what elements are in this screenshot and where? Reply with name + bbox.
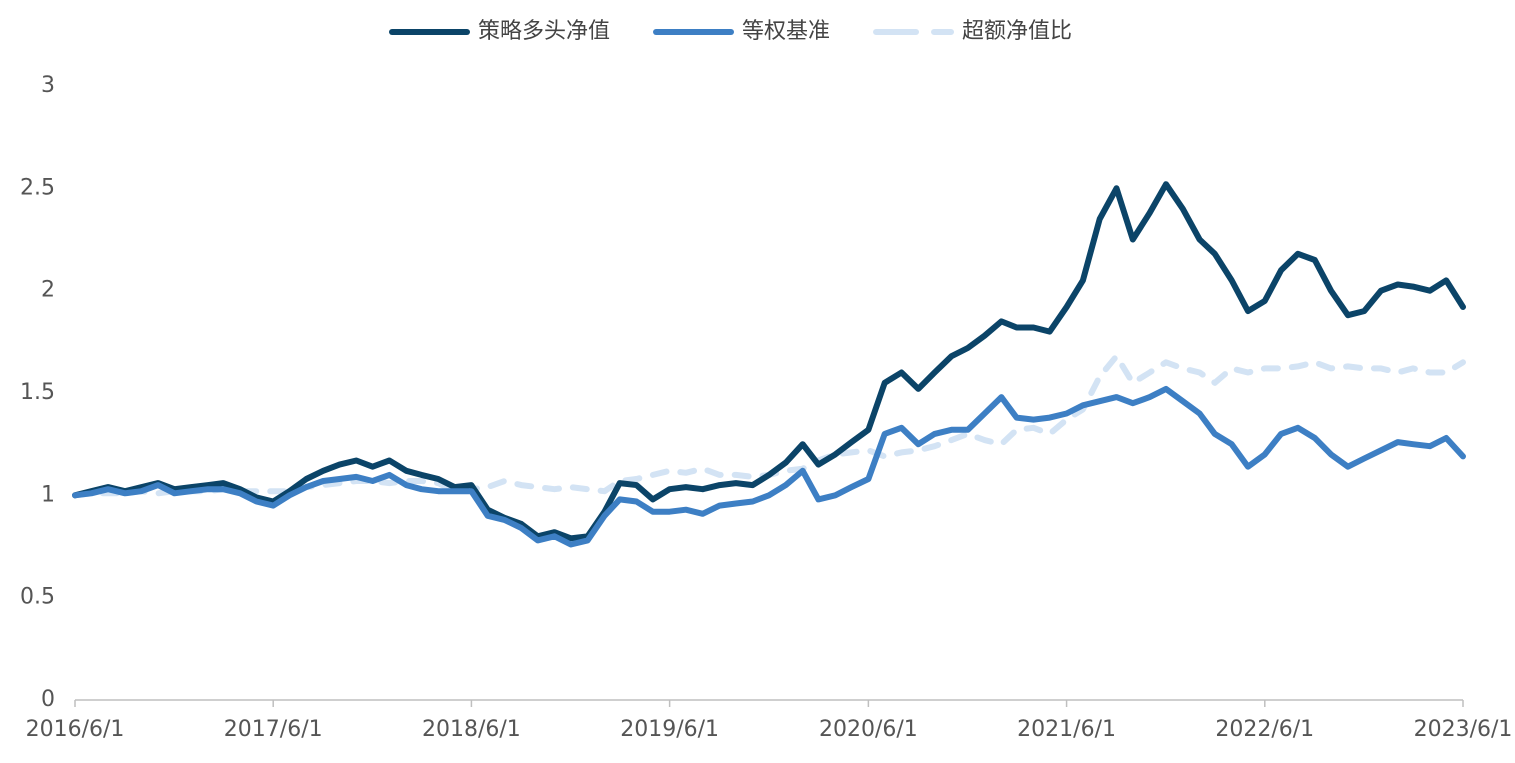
y-tick-label: 0.5 (20, 585, 55, 610)
y-tick-label: 0 (41, 687, 55, 712)
x-tick-label: 2018/6/1 (422, 717, 521, 742)
x-tick-label: 2023/6/1 (1414, 717, 1513, 742)
y-tick-label: 2 (41, 278, 55, 303)
y-tick-label: 1.5 (20, 380, 55, 405)
series-line (72, 181, 1466, 542)
x-tick-label: 2019/6/1 (620, 717, 719, 742)
x-tick-label: 2021/6/1 (1017, 717, 1116, 742)
legend-label: 策略多头净值 (478, 19, 610, 44)
x-tick-label: 2022/6/1 (1215, 717, 1314, 742)
x-tick-label: 2020/6/1 (819, 717, 918, 742)
legend-label: 超额净值比 (962, 19, 1072, 44)
y-tick-label: 2.5 (20, 175, 55, 200)
legend-label: 等权基准 (742, 19, 830, 44)
x-tick-label: 2017/6/1 (224, 717, 323, 742)
series-line (72, 385, 1466, 548)
x-tick-label: 2016/6/1 (26, 717, 125, 742)
y-tick-label: 1 (41, 482, 55, 507)
y-tick-label: 3 (41, 73, 55, 98)
